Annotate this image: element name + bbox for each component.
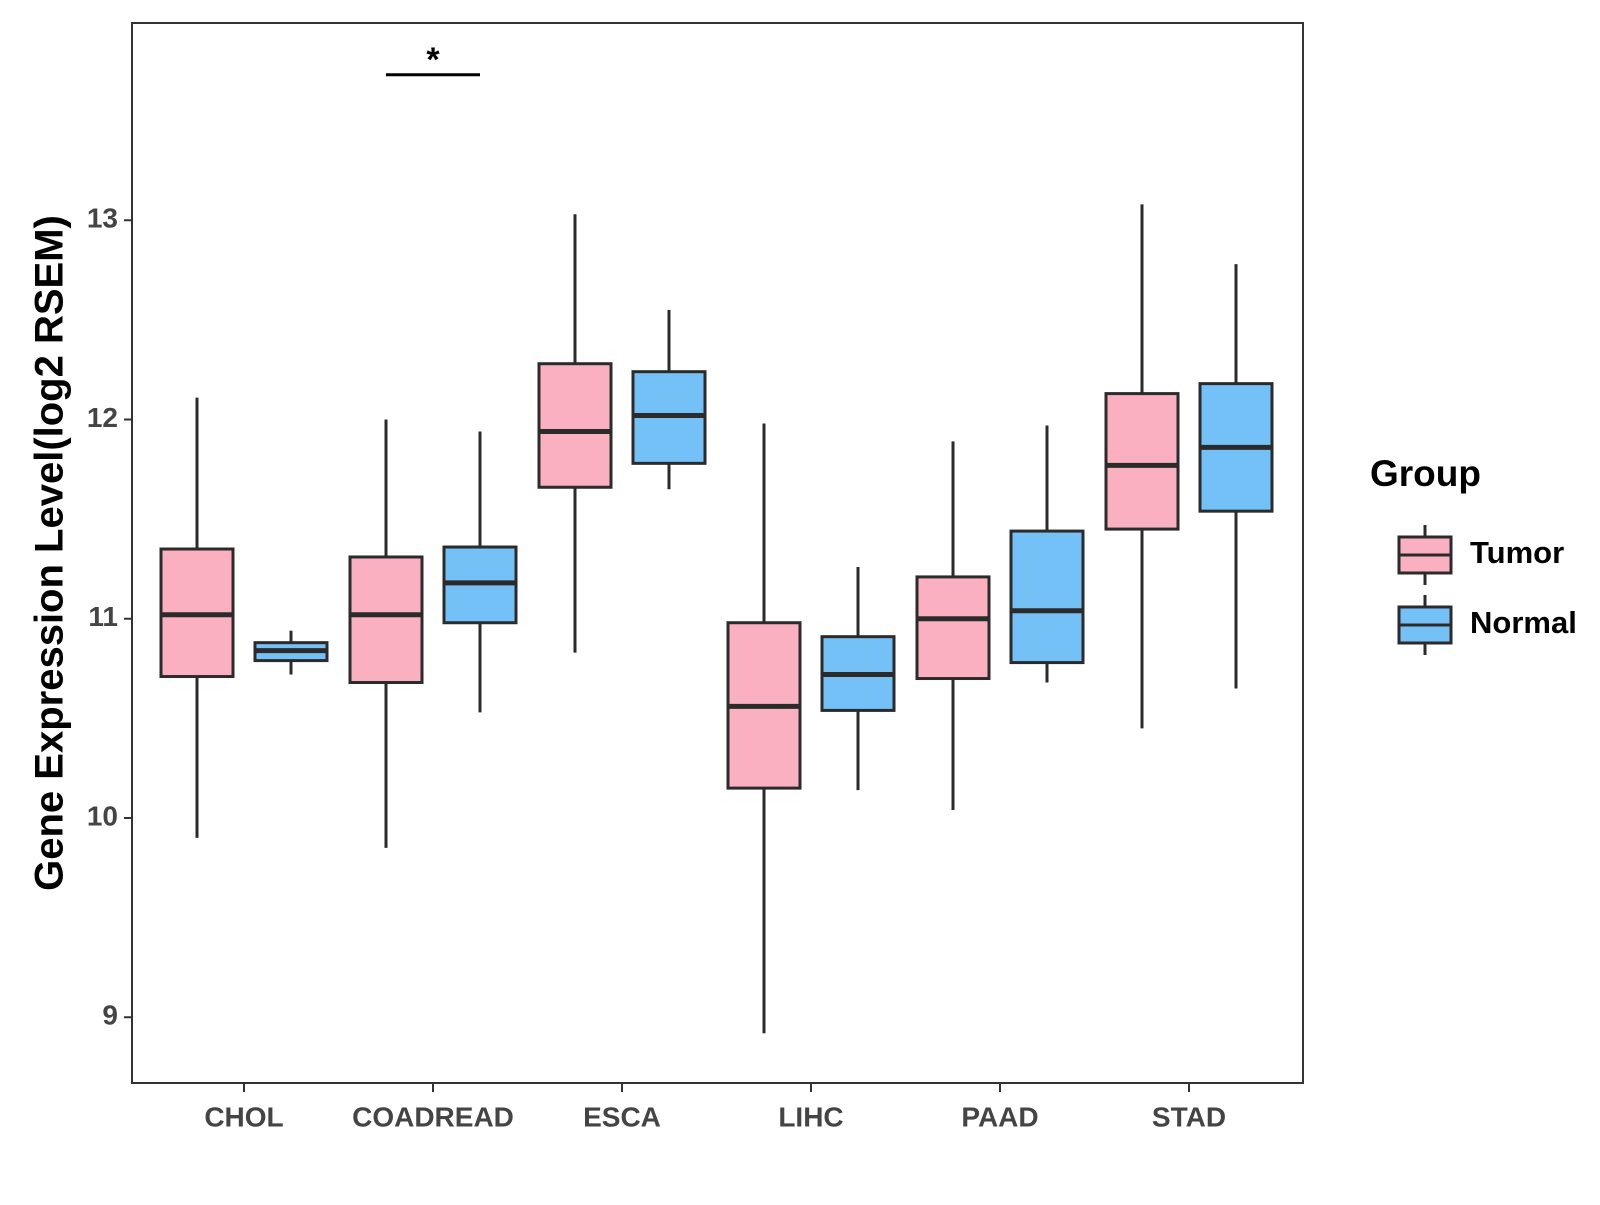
- box-body: [1009, 529, 1085, 665]
- box-tumor-stad: [1104, 204, 1180, 729]
- box-tumor-lihc: [726, 423, 802, 1034]
- box-group: [159, 204, 1274, 1034]
- legend-key-tumor: [1397, 525, 1453, 585]
- x-tick-label: STAD: [1152, 1101, 1226, 1132]
- legend: Group Tumor Normal: [1370, 453, 1577, 655]
- box-normal-esca: [631, 309, 707, 490]
- box-body: [915, 575, 991, 681]
- y-tick-label: 9: [102, 1000, 118, 1031]
- legend-label-normal: Normal: [1470, 605, 1577, 640]
- y-axis: 9 10 11 12 13: [87, 203, 132, 1031]
- x-tick-label: ESCA: [583, 1101, 661, 1132]
- box-body: [348, 555, 424, 685]
- box-normal-lihc: [820, 566, 896, 791]
- box-tumor-esca: [537, 214, 613, 653]
- box-normal-paad: [1009, 425, 1085, 683]
- legend-key-normal: [1397, 595, 1453, 655]
- box-normal-coadread: [442, 431, 518, 713]
- x-tick-label: COADREAD: [352, 1101, 514, 1132]
- significance-label: *: [426, 41, 440, 79]
- significance-annotations: *: [386, 41, 480, 79]
- legend-label-tumor: Tumor: [1470, 535, 1564, 570]
- legend-title: Group: [1370, 453, 1481, 494]
- box-tumor-chol: [159, 397, 235, 838]
- box-body: [537, 362, 613, 489]
- box-tumor-paad: [915, 441, 991, 811]
- y-tick-label: 12: [87, 402, 118, 433]
- x-axis: CHOL COADREAD ESCA LIHC PAAD STAD: [204, 1083, 1226, 1132]
- box-body: [1104, 392, 1180, 531]
- box-normal-chol: [253, 630, 329, 675]
- box-tumor-coadread: [348, 419, 424, 848]
- plot-panel-border: [131, 22, 1304, 1084]
- x-tick-label: LIHC: [778, 1101, 843, 1132]
- y-tick-label: 11: [88, 601, 118, 632]
- x-tick-label: CHOL: [204, 1101, 283, 1132]
- y-tick-label: 13: [87, 203, 118, 234]
- x-tick-label: PAAD: [961, 1101, 1038, 1132]
- y-axis-title: Gene Expression Level(log2 RSEM): [28, 215, 72, 891]
- box-normal-stad: [1198, 264, 1274, 689]
- y-tick-label: 10: [87, 800, 118, 831]
